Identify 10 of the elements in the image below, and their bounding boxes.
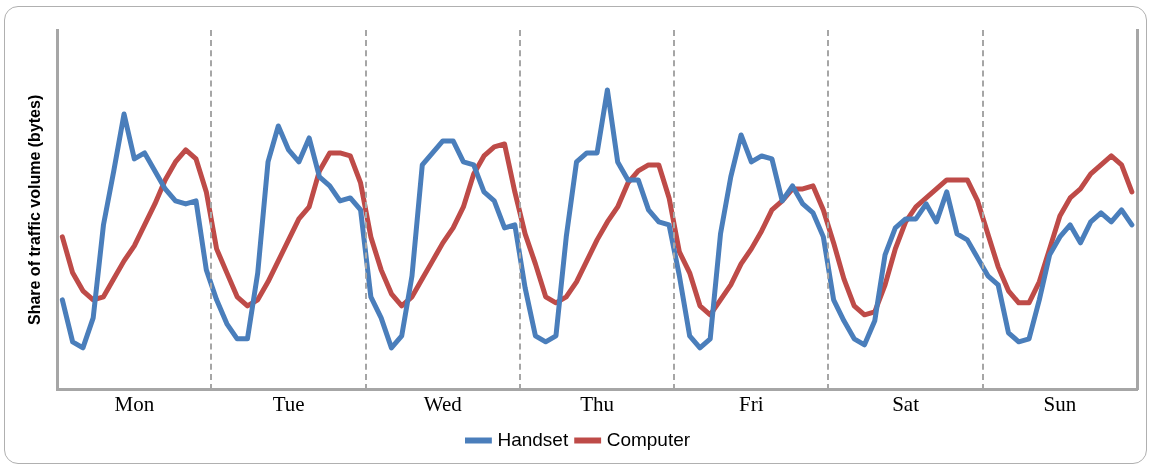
x-tick-label: Tue bbox=[272, 391, 305, 416]
y-axis-title: Share of traffic volume (bytes) bbox=[26, 94, 44, 326]
x-tick-label: Wed bbox=[423, 391, 463, 416]
legend-label: Handset bbox=[497, 428, 569, 450]
x-tick-label: Thu bbox=[580, 391, 615, 416]
x-tick-label: Sun bbox=[1043, 391, 1077, 416]
x-tick-label: Mon bbox=[114, 391, 155, 416]
x-tick-label: Fri bbox=[739, 391, 764, 416]
x-tick-label: Sat bbox=[892, 391, 920, 416]
legend-label: Computer bbox=[606, 428, 691, 450]
